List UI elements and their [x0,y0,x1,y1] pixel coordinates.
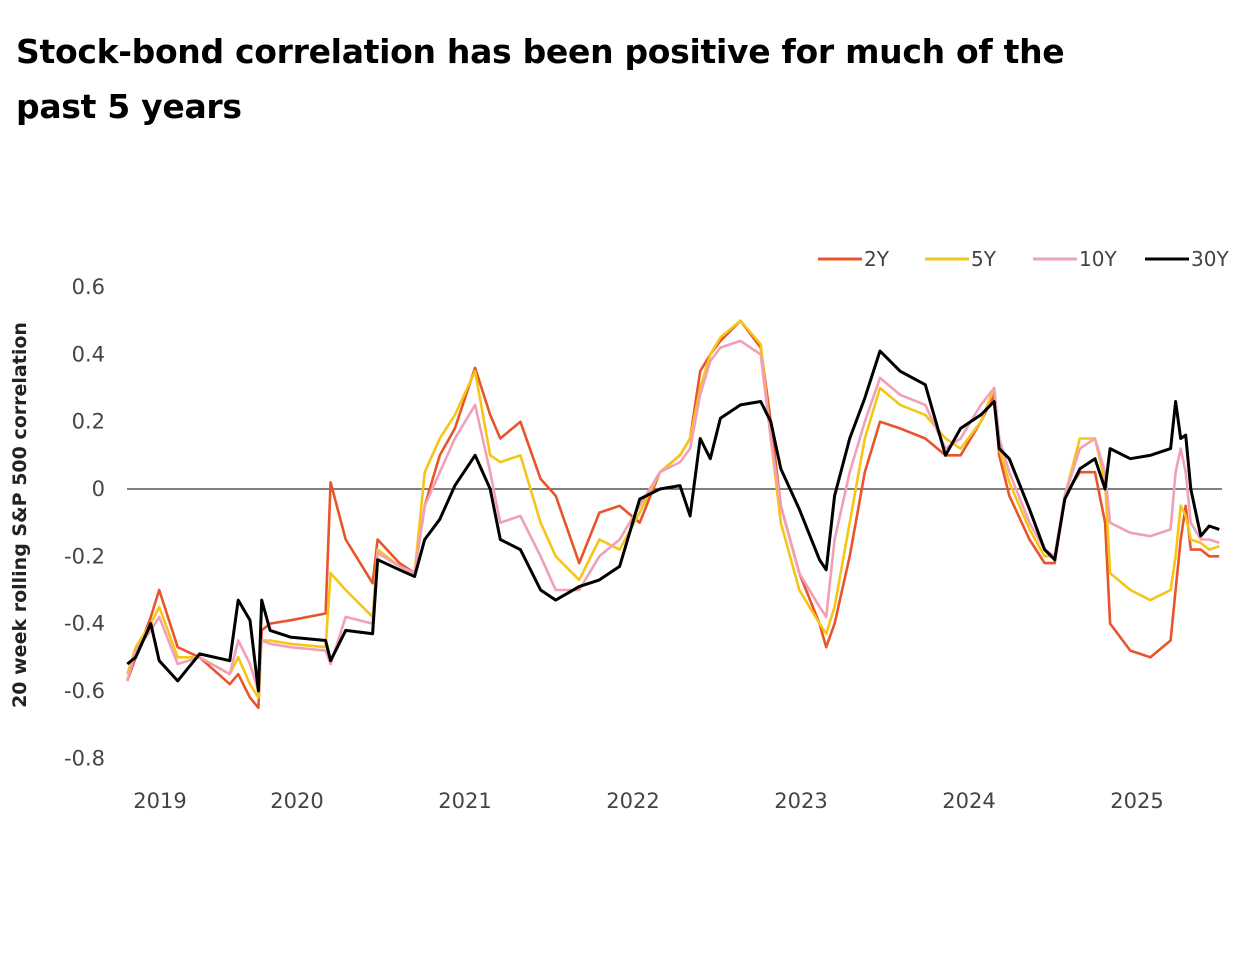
x-tick-label: 2025 [1110,789,1163,813]
legend-label: 5Y [971,247,997,271]
x-tick-label: 2022 [606,789,659,813]
y-tick-label: 0 [92,477,105,501]
legend: 2Y 5Y 10Y 30Y [818,247,1229,271]
legend-item-10y: 10Y [1033,247,1117,271]
series-line-10y [126,339,1220,693]
y-tick-label: -0.4 [64,612,105,636]
series-line-2y [126,319,1220,710]
y-tick-label: 0.6 [72,275,105,299]
x-tick-label: 2019 [133,789,186,813]
x-axis: 2019 2020 2021 2022 2023 2024 2025 [133,789,1163,813]
x-tick-label: 2023 [774,789,827,813]
legend-item-5y: 5Y [925,247,997,271]
x-tick-label: 2021 [438,789,491,813]
series-line-5y [126,319,1220,700]
legend-label: 2Y [864,247,890,271]
legend-label: 10Y [1079,247,1117,271]
legend-item-30y: 30Y [1145,247,1229,271]
y-tick-label: 0.4 [72,342,105,366]
y-axis: 0.6 0.4 0.2 0 -0.2 -0.4 -0.6 -0.8 [64,275,105,770]
legend-item-2y: 2Y [818,247,890,271]
y-tick-label: 0.2 [72,410,105,434]
x-tick-label: 2024 [942,789,995,813]
x-tick-label: 2020 [270,789,323,813]
legend-label: 30Y [1191,247,1229,271]
y-tick-label: -0.6 [64,679,105,703]
series-line-30y [126,349,1220,693]
y-tick-label: -0.8 [64,746,105,770]
chart-title: Stock-bond correlation has been positive… [16,32,1065,126]
series-lines [126,319,1220,710]
y-tick-label: -0.2 [64,544,105,568]
y-axis-label: 20 week rolling S&P 500 correlation [9,322,31,708]
